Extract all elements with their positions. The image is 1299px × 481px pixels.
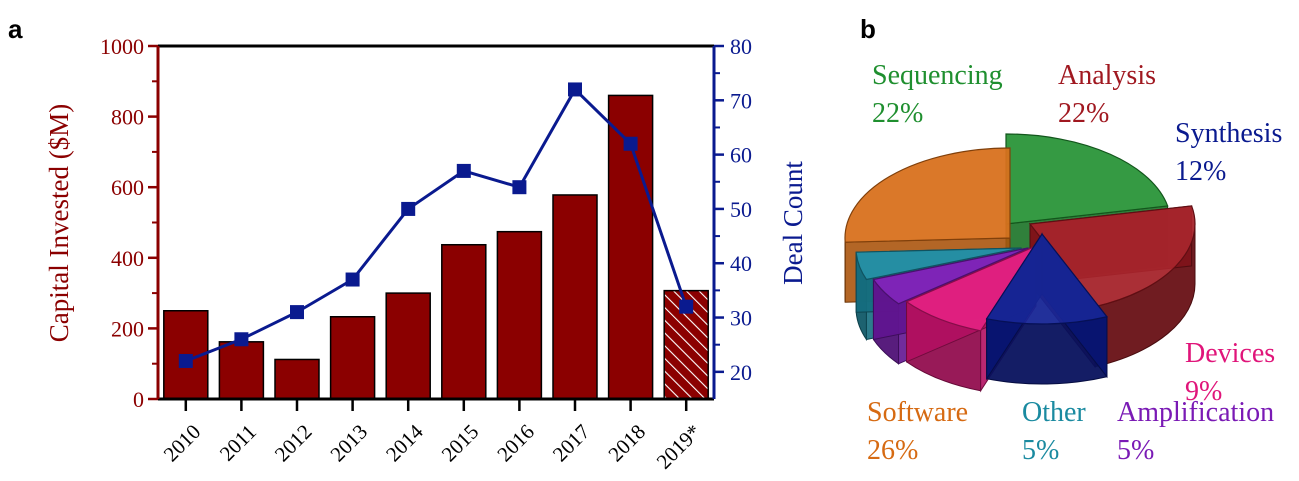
pie-top-synthesis [985,232,1108,325]
pie-label-pct-analysis: 22% [1058,98,1109,129]
deal-count-point-2012 [290,305,304,320]
pie-label-pct-devices: 9% [1185,376,1222,407]
x-tick-label-2015: 2015 [437,420,484,467]
right-tick-label: 30 [730,306,752,331]
bar-2013 [329,316,376,400]
bar-2017 [552,194,598,400]
x-tick-label-2017: 2017 [548,420,595,467]
bar-2015 [441,243,487,400]
pie-label-name-analysis: Analysis [1058,60,1156,91]
pie-slices [844,133,1196,393]
right-tick-label: 40 [730,251,752,276]
x-tick-label-2014: 2014 [381,419,428,466]
pie-top-sequencing [1005,133,1169,225]
deal-count-point-2010 [178,353,193,368]
pie-top-analysis [1028,205,1196,308]
pie-label-pct-amplification: 5% [1117,435,1154,466]
deal-count-line [185,87,688,363]
bar-2012 [274,358,320,400]
pie-label-name-synthesis: Synthesis [1175,118,1282,149]
pie-top-software [844,147,1011,243]
pie-label-pct-other: 5% [1022,435,1059,466]
x-tick-label-2010: 2010 [159,420,206,467]
bar-2011 [218,341,265,400]
pie-chart: Sequencing 22% Analysis 22% Synthesis 12% Devi… [844,60,1282,466]
pie-label-name-devices: Devices [1185,338,1275,369]
x-tick-label-2012: 2012 [270,420,317,467]
left-tick-label: 400 [111,246,144,271]
deal-count-point-2014 [401,201,416,216]
panel-b-letter: b [860,14,876,44]
deal-count-point-2013 [345,272,360,287]
pie-slice-synthesis [985,232,1108,385]
pie-label-name-sequencing: Sequencing [872,60,1003,91]
left-tick-label: 1000 [100,34,144,59]
left-tick-label: 0 [133,387,144,412]
bar-2016 [496,230,543,400]
right-tick-label: 80 [730,34,752,59]
x-tick-label-2016: 2016 [492,420,539,467]
pie-label-pct-software: 26% [867,435,918,466]
pie-label-name-other: Other [1022,397,1086,428]
pie-top-other [855,247,1022,281]
deal-count-point-2016 [512,180,527,195]
pie-labels: Sequencing 22% Analysis 22% Synthesis 12% Devi… [867,60,1282,466]
deal-count-point-2011 [234,332,249,347]
right-tick-label: 60 [730,143,752,168]
x-tick-label-2013: 2013 [325,420,372,467]
y-axis-title-left: Capital Invested ($M) [44,104,74,342]
panel-a-letter: a [8,14,23,44]
deal-count-point-2015 [456,163,471,178]
left-tick-label: 200 [111,316,144,341]
x-tick-label-2018: 2018 [603,420,650,467]
left-tick-label: 800 [111,105,144,130]
left-tick-label: 600 [111,175,144,200]
pie-top-devices [905,244,1038,332]
pie-label-pct-synthesis: 12% [1175,156,1226,187]
x-tick-label-2019*: 2019* [652,420,706,474]
deal-count-point-2018 [623,136,638,151]
pie-label-name-software: Software [867,397,968,428]
y-axis-title-right: Deal Count [778,161,808,285]
deal-count-point-2019* [679,299,694,314]
right-tick-label: 70 [730,88,752,113]
pie-top-amplification [872,247,1029,305]
bar-series [163,94,709,400]
right-tick-label: 20 [730,360,752,385]
pie-label-pct-sequencing: 22% [872,98,923,129]
bar-2014 [385,292,431,400]
deal-count-series [178,82,694,368]
deal-count-point-2017 [568,82,582,97]
right-tick-label: 50 [730,197,752,222]
pie-label-name-amplification: Amplification [1117,397,1274,428]
x-tick-label-2011: 2011 [215,420,261,466]
